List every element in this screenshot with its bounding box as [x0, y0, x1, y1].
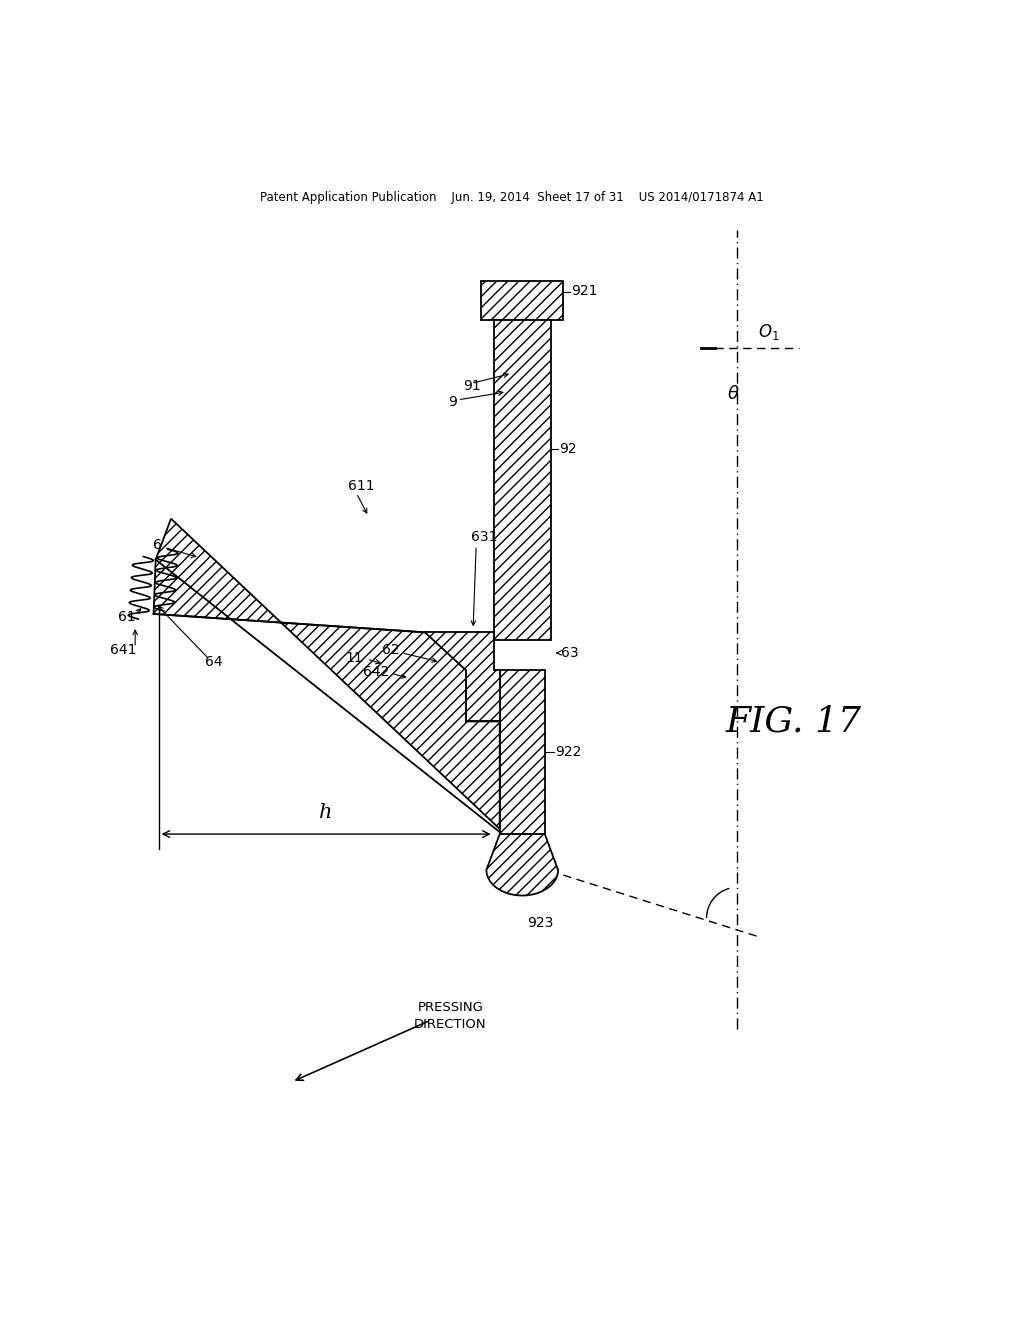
Text: 9: 9 [449, 395, 458, 409]
Text: PRESSING
DIRECTION: PRESSING DIRECTION [415, 1002, 486, 1031]
Polygon shape [494, 319, 551, 639]
Text: 61: 61 [119, 610, 136, 624]
Text: 642: 642 [362, 665, 389, 680]
Text: 91: 91 [463, 379, 480, 392]
Text: 63: 63 [561, 645, 579, 660]
Text: $O_1$: $O_1$ [758, 322, 779, 342]
Polygon shape [500, 671, 545, 834]
Text: 921: 921 [571, 284, 598, 298]
Text: 62: 62 [382, 643, 399, 657]
Polygon shape [486, 834, 558, 895]
Text: Patent Application Publication    Jun. 19, 2014  Sheet 17 of 31    US 2014/01718: Patent Application Publication Jun. 19, … [260, 190, 764, 203]
Text: FIG. 17: FIG. 17 [726, 705, 861, 738]
Text: 64: 64 [205, 655, 222, 669]
Polygon shape [425, 632, 500, 722]
Text: 923: 923 [527, 916, 554, 931]
Text: 6: 6 [153, 539, 162, 552]
Text: 631: 631 [471, 531, 498, 544]
Text: 11: 11 [346, 651, 364, 665]
Text: 641: 641 [110, 643, 136, 657]
Text: 611: 611 [348, 479, 375, 492]
Text: h: h [319, 803, 333, 822]
Text: $\theta$: $\theta$ [727, 384, 739, 403]
Text: 922: 922 [555, 746, 582, 759]
Polygon shape [154, 519, 500, 829]
Text: 92: 92 [559, 442, 577, 455]
Polygon shape [481, 281, 563, 319]
